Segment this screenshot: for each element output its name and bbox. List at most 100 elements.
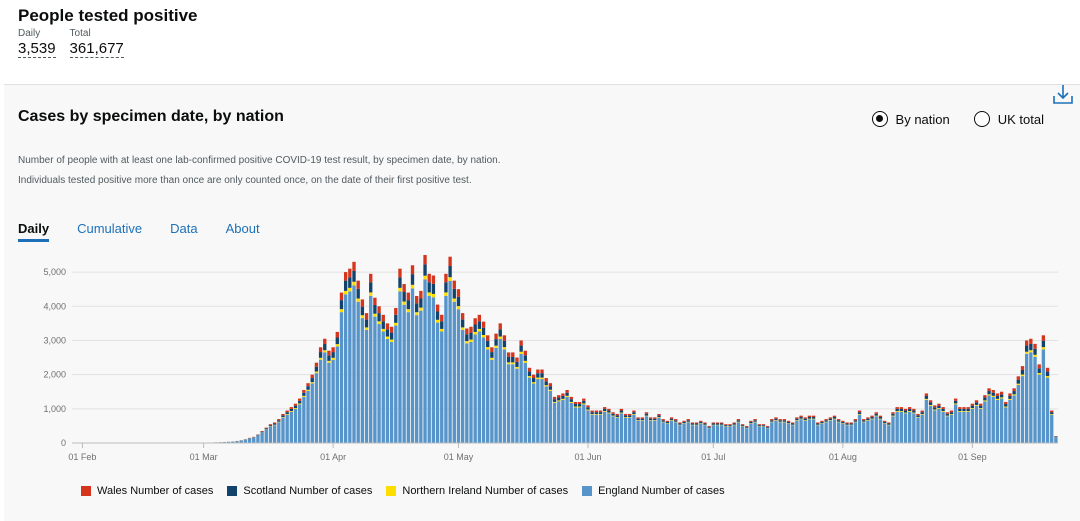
- tab-daily[interactable]: Daily: [18, 221, 49, 242]
- day-bar[interactable]: [545, 378, 548, 443]
- day-bar[interactable]: [987, 388, 990, 443]
- day-bar[interactable]: [620, 409, 623, 443]
- day-bar[interactable]: [941, 407, 944, 443]
- day-bar[interactable]: [845, 422, 848, 443]
- day-bar[interactable]: [895, 407, 898, 443]
- day-bar[interactable]: [453, 281, 456, 443]
- day-bar[interactable]: [515, 358, 518, 443]
- day-bar[interactable]: [306, 383, 309, 443]
- day-bar[interactable]: [674, 419, 677, 443]
- day-bar[interactable]: [285, 411, 288, 443]
- daily-value[interactable]: 3,539: [18, 40, 56, 58]
- day-bar[interactable]: [394, 308, 397, 443]
- day-bar[interactable]: [770, 419, 773, 443]
- day-bar[interactable]: [778, 419, 781, 443]
- day-bar[interactable]: [883, 421, 886, 443]
- day-bar[interactable]: [561, 393, 564, 443]
- total-value[interactable]: 361,677: [70, 40, 124, 58]
- day-bar[interactable]: [357, 281, 360, 443]
- day-bar[interactable]: [908, 407, 911, 443]
- day-bar[interactable]: [958, 407, 961, 443]
- day-bar[interactable]: [469, 327, 472, 443]
- day-bar[interactable]: [281, 414, 284, 443]
- day-bar[interactable]: [624, 414, 627, 443]
- day-bar[interactable]: [553, 397, 556, 443]
- day-bar[interactable]: [298, 399, 301, 443]
- day-bar[interactable]: [448, 257, 451, 443]
- day-bar[interactable]: [733, 422, 736, 443]
- day-bar[interactable]: [478, 315, 481, 443]
- day-bar[interactable]: [854, 419, 857, 443]
- day-bar[interactable]: [444, 274, 447, 443]
- day-bar[interactable]: [361, 299, 364, 443]
- day-bar[interactable]: [1050, 411, 1053, 443]
- day-bar[interactable]: [1004, 402, 1007, 443]
- day-bar[interactable]: [937, 404, 940, 443]
- day-bar[interactable]: [691, 422, 694, 443]
- legend-item-england[interactable]: England Number of cases: [582, 485, 725, 497]
- day-bar[interactable]: [248, 438, 251, 443]
- day-bar[interactable]: [1017, 376, 1020, 443]
- day-bar[interactable]: [382, 315, 385, 443]
- day-bar[interactable]: [967, 407, 970, 443]
- day-bar[interactable]: [348, 269, 351, 443]
- day-bar[interactable]: [1054, 436, 1057, 443]
- day-bar[interactable]: [570, 397, 573, 443]
- day-bar[interactable]: [344, 272, 347, 443]
- day-bar[interactable]: [904, 409, 907, 443]
- day-bar[interactable]: [373, 298, 376, 443]
- day-bar[interactable]: [753, 419, 756, 443]
- day-bar[interactable]: [402, 284, 405, 443]
- day-bar[interactable]: [787, 421, 790, 443]
- day-bar[interactable]: [1000, 392, 1003, 443]
- day-bar[interactable]: [574, 402, 577, 443]
- day-bar[interactable]: [975, 400, 978, 443]
- day-bar[interactable]: [428, 274, 431, 443]
- day-bar[interactable]: [866, 417, 869, 443]
- day-bar[interactable]: [1033, 344, 1036, 443]
- day-bar[interactable]: [423, 255, 426, 443]
- day-bar[interactable]: [607, 409, 610, 443]
- day-bar[interactable]: [315, 363, 318, 443]
- day-bar[interactable]: [741, 424, 744, 443]
- day-bar[interactable]: [841, 421, 844, 443]
- day-bar[interactable]: [862, 419, 865, 443]
- day-bar[interactable]: [499, 323, 502, 443]
- day-bar[interactable]: [695, 422, 698, 443]
- day-bar[interactable]: [269, 424, 272, 443]
- day-bar[interactable]: [1012, 388, 1015, 443]
- day-bar[interactable]: [260, 431, 263, 443]
- day-bar[interactable]: [244, 439, 247, 443]
- day-bar[interactable]: [415, 296, 418, 443]
- day-bar[interactable]: [411, 265, 414, 443]
- day-bar[interactable]: [971, 404, 974, 443]
- day-bar[interactable]: [590, 411, 593, 443]
- day-bar[interactable]: [1029, 339, 1032, 443]
- day-bar[interactable]: [921, 411, 924, 443]
- day-bar[interactable]: [507, 352, 510, 443]
- day-bar[interactable]: [749, 421, 752, 443]
- day-bar[interactable]: [657, 414, 660, 443]
- day-bar[interactable]: [670, 417, 673, 443]
- tab-data[interactable]: Data: [170, 221, 197, 242]
- day-bar[interactable]: [929, 400, 932, 443]
- day-bar[interactable]: [549, 383, 552, 443]
- day-bar[interactable]: [724, 424, 727, 443]
- day-bar[interactable]: [294, 404, 297, 443]
- day-bar[interactable]: [758, 424, 761, 443]
- day-bar[interactable]: [707, 426, 710, 443]
- day-bar[interactable]: [916, 414, 919, 443]
- day-bar[interactable]: [616, 414, 619, 443]
- day-bar[interactable]: [804, 417, 807, 443]
- day-bar[interactable]: [636, 417, 639, 443]
- tab-cumulative[interactable]: Cumulative: [77, 221, 142, 242]
- day-bar[interactable]: [879, 416, 882, 443]
- day-bar[interactable]: [1046, 368, 1049, 443]
- day-bar[interactable]: [524, 351, 527, 443]
- day-bar[interactable]: [632, 411, 635, 443]
- day-bar[interactable]: [837, 419, 840, 443]
- day-bar[interactable]: [365, 313, 368, 443]
- day-bar[interactable]: [578, 402, 581, 443]
- day-bar[interactable]: [891, 412, 894, 443]
- day-bar[interactable]: [340, 293, 343, 443]
